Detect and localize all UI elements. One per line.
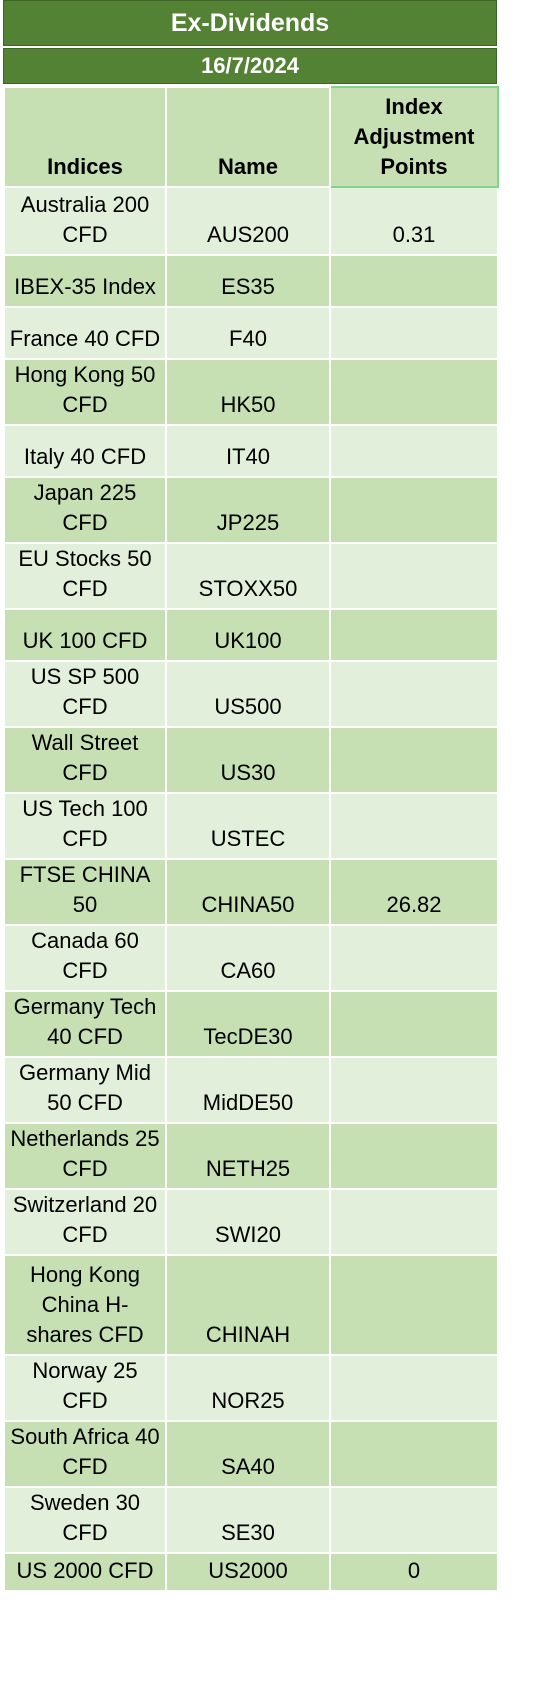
- table-row: IBEX-35 Index ES35: [3, 254, 499, 308]
- cell-adjustment-points[interactable]: [329, 1420, 499, 1488]
- column-header-indices: Indices: [3, 86, 167, 188]
- cell-index[interactable]: US 2000 CFD: [3, 1552, 167, 1592]
- cell-index[interactable]: Hong Kong 50 CFD: [3, 358, 167, 426]
- cell-adjustment-points[interactable]: [329, 254, 499, 308]
- cell-name[interactable]: USTEC: [165, 792, 331, 860]
- table-row: Australia 200 CFD AUS200 0.31: [3, 186, 499, 256]
- table-row: FTSE CHINA 50 CHINA50 26.82: [3, 858, 499, 926]
- cell-index[interactable]: Germany Tech 40 CFD: [3, 990, 167, 1058]
- cell-adjustment-points[interactable]: [329, 924, 499, 992]
- cell-adjustment-points[interactable]: [329, 306, 499, 360]
- table-row: Italy 40 CFD IT40: [3, 424, 499, 478]
- cell-index[interactable]: Japan 225 CFD: [3, 476, 167, 544]
- cell-adjustment-points[interactable]: [329, 358, 499, 426]
- cell-index[interactable]: Switzerland 20 CFD: [3, 1188, 167, 1256]
- cell-name[interactable]: ES35: [165, 254, 331, 308]
- cell-index[interactable]: Italy 40 CFD: [3, 424, 167, 478]
- cell-name[interactable]: US30: [165, 726, 331, 794]
- cell-adjustment-points[interactable]: [329, 1354, 499, 1422]
- cell-name[interactable]: JP225: [165, 476, 331, 544]
- ex-dividends-sheet: Ex-Dividends 16/7/2024 Indices Name Inde…: [3, 0, 499, 1592]
- column-header-name: Name: [165, 86, 331, 188]
- cell-name[interactable]: US2000: [165, 1552, 331, 1592]
- cell-index[interactable]: Australia 200 CFD: [3, 186, 167, 256]
- cell-adjustment-points[interactable]: 26.82: [329, 858, 499, 926]
- table-row: Canada 60 CFD CA60: [3, 924, 499, 992]
- cell-name[interactable]: NETH25: [165, 1122, 331, 1190]
- table-row: US Tech 100 CFD USTEC: [3, 792, 499, 860]
- sheet-date: 16/7/2024: [3, 48, 497, 84]
- cell-index[interactable]: FTSE CHINA 50: [3, 858, 167, 926]
- cell-index[interactable]: France 40 CFD: [3, 306, 167, 360]
- cell-adjustment-points[interactable]: [329, 1486, 499, 1554]
- cell-name[interactable]: SE30: [165, 1486, 331, 1554]
- cell-name[interactable]: F40: [165, 306, 331, 360]
- cell-index[interactable]: US Tech 100 CFD: [3, 792, 167, 860]
- table-row: Hong Kong China H-shares CFD CHINAH: [3, 1254, 499, 1356]
- sheet-title: Ex-Dividends: [3, 0, 497, 46]
- cell-name[interactable]: CHINAH: [165, 1254, 331, 1356]
- cell-index[interactable]: US SP 500 CFD: [3, 660, 167, 728]
- cell-name[interactable]: CHINA50: [165, 858, 331, 926]
- cell-index[interactable]: UK 100 CFD: [3, 608, 167, 662]
- table-row: Germany Mid 50 CFD MidDE50: [3, 1056, 499, 1124]
- cell-index[interactable]: Germany Mid 50 CFD: [3, 1056, 167, 1124]
- table-row: South Africa 40 CFD SA40: [3, 1420, 499, 1488]
- cell-adjustment-points[interactable]: [329, 476, 499, 544]
- cell-adjustment-points[interactable]: 0: [329, 1552, 499, 1592]
- cell-adjustment-points[interactable]: [329, 726, 499, 794]
- cell-adjustment-points[interactable]: [329, 608, 499, 662]
- cell-name[interactable]: TecDE30: [165, 990, 331, 1058]
- cell-adjustment-points[interactable]: [329, 660, 499, 728]
- cell-adjustment-points[interactable]: [329, 1188, 499, 1256]
- cell-name[interactable]: STOXX50: [165, 542, 331, 610]
- cell-name[interactable]: IT40: [165, 424, 331, 478]
- cell-adjustment-points[interactable]: 0.31: [329, 186, 499, 256]
- cell-index[interactable]: EU Stocks 50 CFD: [3, 542, 167, 610]
- table-row: UK 100 CFD UK100: [3, 608, 499, 662]
- table-row: Sweden 30 CFD SE30: [3, 1486, 499, 1554]
- cell-name[interactable]: CA60: [165, 924, 331, 992]
- cell-name[interactable]: AUS200: [165, 186, 331, 256]
- cell-name[interactable]: HK50: [165, 358, 331, 426]
- cell-name[interactable]: US500: [165, 660, 331, 728]
- cell-name[interactable]: MidDE50: [165, 1056, 331, 1124]
- table-row: Norway 25 CFD NOR25: [3, 1354, 499, 1422]
- table-row: EU Stocks 50 CFD STOXX50: [3, 542, 499, 610]
- table-row: France 40 CFD F40: [3, 306, 499, 360]
- table-row: Netherlands 25 CFD NETH25: [3, 1122, 499, 1190]
- cell-index[interactable]: Wall Street CFD: [3, 726, 167, 794]
- table-header-row: Indices Name Index Adjustment Points: [3, 86, 499, 188]
- cell-adjustment-points[interactable]: [329, 1254, 499, 1356]
- cell-adjustment-points[interactable]: [329, 424, 499, 478]
- cell-name[interactable]: NOR25: [165, 1354, 331, 1422]
- table-row: Hong Kong 50 CFD HK50: [3, 358, 499, 426]
- cell-index[interactable]: Sweden 30 CFD: [3, 1486, 167, 1554]
- cell-index[interactable]: South Africa 40 CFD: [3, 1420, 167, 1488]
- cell-adjustment-points[interactable]: [329, 990, 499, 1058]
- cell-adjustment-points[interactable]: [329, 1122, 499, 1190]
- cell-adjustment-points[interactable]: [329, 542, 499, 610]
- table-row: Wall Street CFD US30: [3, 726, 499, 794]
- cell-index[interactable]: Netherlands 25 CFD: [3, 1122, 167, 1190]
- table-body: Australia 200 CFD AUS200 0.31 IBEX-35 Index…: [3, 186, 499, 1592]
- table-row: Switzerland 20 CFD SWI20: [3, 1188, 499, 1256]
- cell-name[interactable]: SWI20: [165, 1188, 331, 1256]
- table-row: US 2000 CFD US2000 0: [3, 1552, 499, 1592]
- ex-dividends-table: Indices Name Index Adjustment Points Aus…: [3, 86, 499, 1592]
- cell-index[interactable]: Norway 25 CFD: [3, 1354, 167, 1422]
- cell-index[interactable]: IBEX-35 Index: [3, 254, 167, 308]
- cell-adjustment-points[interactable]: [329, 1056, 499, 1124]
- column-header-adjustment-points[interactable]: Index Adjustment Points: [329, 86, 499, 188]
- cell-index[interactable]: Canada 60 CFD: [3, 924, 167, 992]
- cell-name[interactable]: UK100: [165, 608, 331, 662]
- cell-adjustment-points[interactable]: [329, 792, 499, 860]
- table-row: Japan 225 CFD JP225: [3, 476, 499, 544]
- cell-name[interactable]: SA40: [165, 1420, 331, 1488]
- table-row: US SP 500 CFD US500: [3, 660, 499, 728]
- cell-index[interactable]: Hong Kong China H-shares CFD: [3, 1254, 167, 1356]
- table-row: Germany Tech 40 CFD TecDE30: [3, 990, 499, 1058]
